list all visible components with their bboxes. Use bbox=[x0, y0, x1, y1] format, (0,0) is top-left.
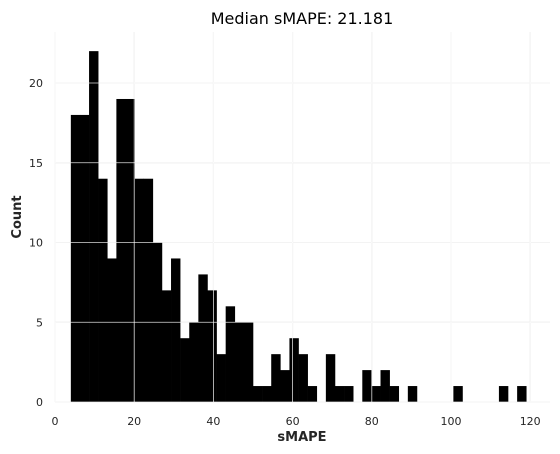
histogram-bar bbox=[107, 258, 117, 402]
histogram-bar bbox=[70, 114, 81, 403]
x-tick-label: 100 bbox=[441, 415, 462, 428]
histogram-bar bbox=[216, 354, 226, 402]
histogram-bar bbox=[143, 178, 154, 402]
y-ticks: 0 5 10 15 20 bbox=[29, 77, 43, 409]
y-tick-label: 20 bbox=[29, 77, 43, 90]
bars bbox=[70, 51, 527, 403]
histogram-bar bbox=[89, 51, 99, 402]
grid-overlay bbox=[54, 32, 550, 403]
histogram-bar bbox=[161, 290, 172, 402]
histogram-bar bbox=[389, 386, 400, 402]
histogram-bar bbox=[380, 370, 390, 402]
histogram-bar bbox=[79, 114, 90, 403]
histogram-bar bbox=[234, 322, 245, 402]
histogram-bar bbox=[98, 178, 108, 402]
histogram-bar bbox=[225, 306, 236, 402]
histogram-bar bbox=[271, 354, 281, 402]
x-ticks: 0 20 40 60 80 100 120 bbox=[52, 415, 541, 428]
x-tick-label: 20 bbox=[127, 415, 141, 428]
histogram-bar bbox=[298, 354, 308, 402]
x-tick-label: 80 bbox=[365, 415, 379, 428]
histogram-bar bbox=[253, 386, 263, 402]
histogram-bar bbox=[280, 370, 290, 402]
histogram-bar bbox=[243, 322, 254, 402]
histogram-bar bbox=[171, 258, 181, 402]
histogram-bar bbox=[116, 98, 126, 402]
histogram-bar bbox=[307, 386, 318, 402]
histogram-bar bbox=[498, 386, 509, 402]
x-tick-label: 60 bbox=[286, 415, 300, 428]
x-tick-label: 0 bbox=[52, 415, 59, 428]
histogram-bar bbox=[125, 98, 135, 402]
x-axis-label: sMAPE bbox=[277, 430, 326, 445]
y-tick-label: 10 bbox=[29, 237, 43, 250]
x-tick-label: 40 bbox=[206, 415, 220, 428]
histogram-bar bbox=[453, 386, 463, 402]
histogram-bar bbox=[407, 386, 418, 402]
histogram-bar bbox=[189, 322, 199, 402]
histogram-bar bbox=[134, 178, 145, 402]
histogram-bar bbox=[180, 338, 190, 402]
histogram-bar bbox=[371, 386, 381, 402]
histogram-bar bbox=[362, 370, 372, 402]
histogram-bar bbox=[289, 338, 299, 402]
y-tick-label: 15 bbox=[29, 157, 43, 170]
histogram-bar bbox=[207, 290, 217, 402]
y-axis-label: Count bbox=[10, 195, 25, 238]
histogram-bar bbox=[344, 386, 354, 402]
y-tick-label: 0 bbox=[36, 396, 43, 409]
histogram-bar bbox=[517, 386, 527, 402]
histogram-bar bbox=[334, 386, 345, 402]
y-tick-label: 5 bbox=[36, 316, 43, 329]
chart-title: Median sMAPE: 21.181 bbox=[211, 9, 394, 28]
histogram-bar bbox=[262, 386, 272, 402]
histogram-bar bbox=[198, 274, 208, 402]
x-tick-label: 120 bbox=[520, 415, 541, 428]
histogram-bar bbox=[325, 354, 336, 402]
